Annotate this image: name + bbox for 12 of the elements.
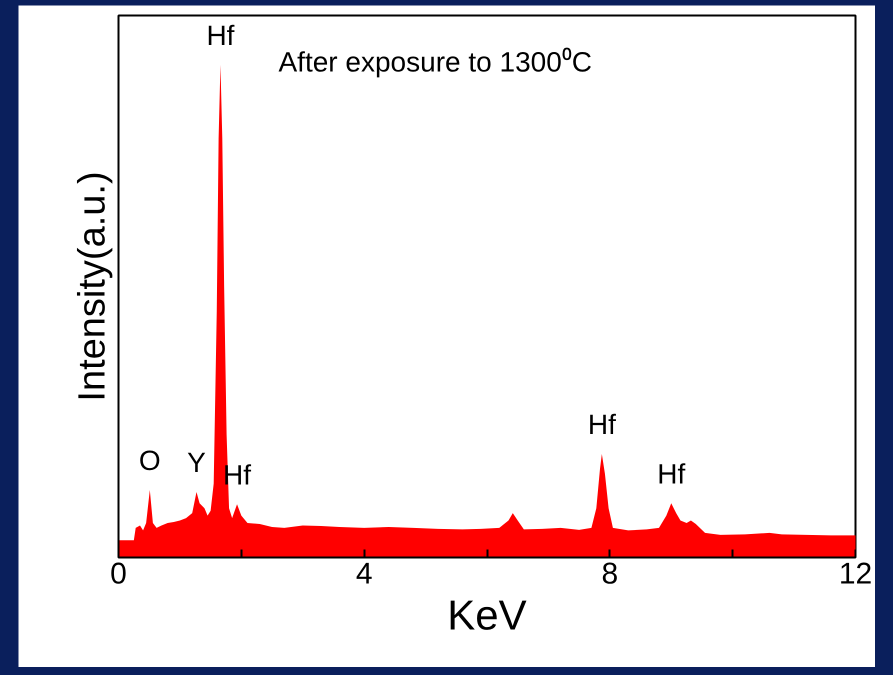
annotation: Hf: [206, 20, 235, 51]
x-tick-label: 0: [110, 558, 127, 590]
annotation: After exposure to 1300⁰C: [278, 46, 592, 78]
x-axis-title: KeV: [447, 592, 527, 638]
y-axis-title: Intensity(a.u.): [72, 171, 114, 402]
x-tick-label: 4: [356, 558, 373, 590]
annotation: Y: [187, 446, 206, 478]
x-tick-label: 8: [601, 558, 618, 590]
x-tick-label: 12: [838, 558, 872, 590]
annotation: Hf: [657, 458, 686, 490]
annotation: Hf: [588, 409, 616, 440]
annotation: O: [138, 444, 161, 476]
